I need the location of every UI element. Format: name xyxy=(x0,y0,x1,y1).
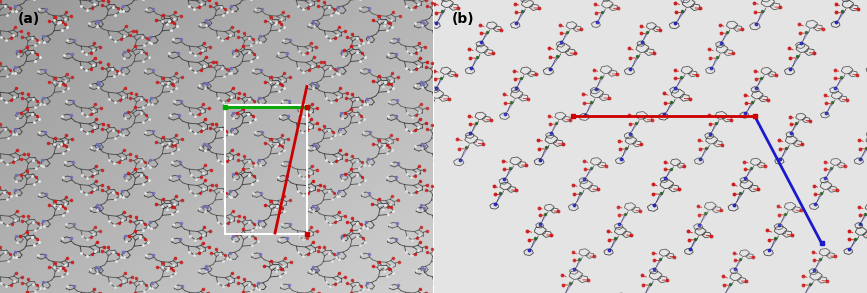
Text: (b): (b) xyxy=(452,12,474,26)
Text: (a): (a) xyxy=(17,12,40,26)
Bar xyxy=(225,105,307,234)
